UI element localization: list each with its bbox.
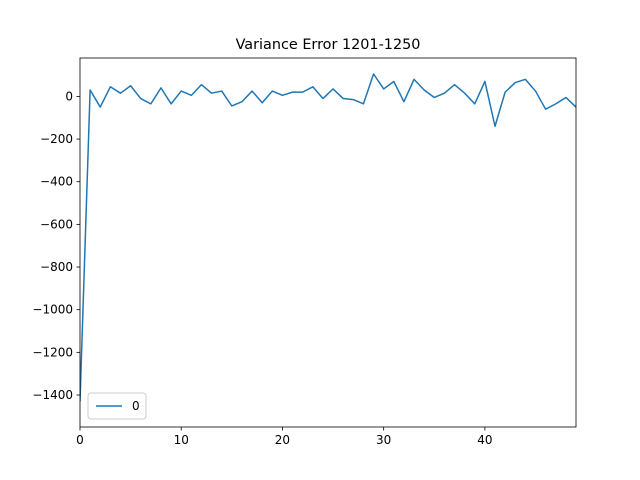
y-tick-label: −1200 xyxy=(32,345,73,359)
y-tick-label: −400 xyxy=(40,175,73,189)
series-layer xyxy=(80,73,576,402)
x-tick-label: 30 xyxy=(376,433,391,447)
series-line-0 xyxy=(80,73,576,402)
plot-frame xyxy=(79,57,577,428)
y-tick-label: −1000 xyxy=(32,303,73,317)
y-tick-label: −800 xyxy=(40,260,73,274)
legend: 0 xyxy=(87,392,147,420)
axes-layer: 0 10 20 30 40 0 −200 −400 −600 −800 −1000 −1200 −140… xyxy=(32,57,577,447)
legend-label: 0 xyxy=(132,399,140,413)
y-tick-label: −1400 xyxy=(32,388,73,402)
y-tick-label: −200 xyxy=(40,132,73,146)
x-tick-label: 40 xyxy=(477,433,492,447)
x-tick-label: 10 xyxy=(174,433,189,447)
y-tick-label: −600 xyxy=(40,217,73,231)
x-tick-label: 20 xyxy=(275,433,290,447)
x-tick-label: 0 xyxy=(76,433,84,447)
y-tick-label: 0 xyxy=(65,89,73,103)
chart-title: Variance Error 1201-1250 xyxy=(236,37,421,53)
